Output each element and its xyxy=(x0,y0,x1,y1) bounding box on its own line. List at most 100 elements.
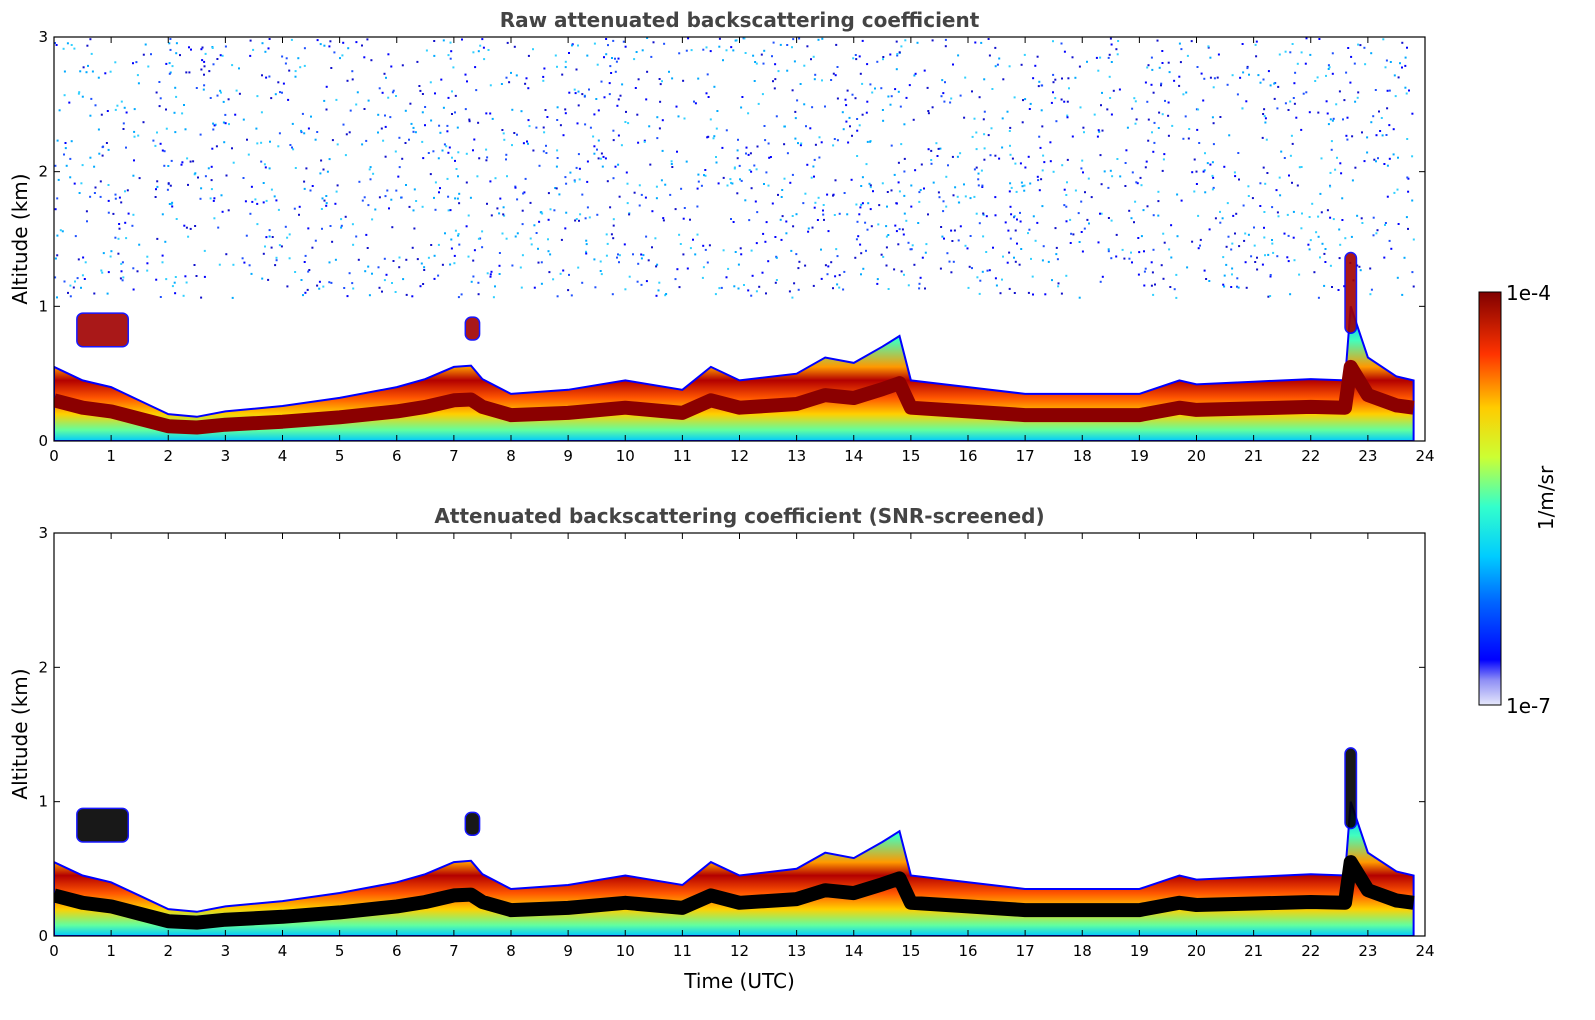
noise-pixel xyxy=(117,237,120,240)
noise-pixel xyxy=(821,79,823,82)
noise-pixel xyxy=(1317,235,1320,238)
noise-pixel xyxy=(1123,257,1126,260)
noise-pixel xyxy=(1330,140,1333,143)
noise-pixel xyxy=(80,182,83,185)
noise-pixel xyxy=(740,179,743,182)
noise-pixel xyxy=(549,253,552,256)
noise-pixel xyxy=(1384,224,1386,226)
noise-pixel xyxy=(622,40,625,43)
noise-pixel xyxy=(585,252,588,255)
noise-pixel xyxy=(847,141,850,144)
noise-pixel xyxy=(54,276,57,279)
noise-pixel xyxy=(454,197,457,200)
noise-pixel xyxy=(446,124,449,127)
noise-pixel xyxy=(651,246,653,249)
noise-pixel xyxy=(345,133,348,136)
noise-pixel xyxy=(485,112,488,115)
noise-pixel xyxy=(107,184,110,186)
noise-pixel xyxy=(1193,190,1196,193)
noise-pixel xyxy=(843,192,846,194)
noise-pixel xyxy=(612,129,615,132)
noise-pixel xyxy=(692,238,694,241)
noise-pixel xyxy=(307,127,310,130)
noise-pixel xyxy=(1278,53,1281,56)
noise-pixel xyxy=(395,95,397,97)
noise-pixel xyxy=(1008,190,1011,193)
noise-pixel xyxy=(1407,227,1409,230)
noise-pixel xyxy=(1041,259,1044,262)
noise-pixel xyxy=(365,233,368,236)
noise-pixel xyxy=(232,161,235,164)
noise-pixel xyxy=(537,261,540,264)
noise-pixel xyxy=(1289,154,1292,157)
noise-pixel xyxy=(1041,205,1044,208)
noise-pixel xyxy=(384,195,387,198)
noise-pixel xyxy=(715,156,717,158)
noise-pixel xyxy=(450,50,453,53)
noise-pixel xyxy=(405,293,408,296)
noise-pixel xyxy=(154,144,157,147)
noise-pixel xyxy=(1245,286,1248,289)
noise-pixel xyxy=(450,238,453,241)
noise-pixel xyxy=(581,193,584,196)
noise-pixel xyxy=(505,158,507,161)
noise-pixel xyxy=(856,155,859,157)
noise-pixel xyxy=(408,205,411,208)
noise-pixel xyxy=(998,157,1001,160)
noise-pixel xyxy=(1052,40,1054,43)
noise-pixel xyxy=(133,130,136,133)
noise-pixel xyxy=(66,42,69,45)
noise-pixel xyxy=(1160,84,1162,87)
noise-pixel xyxy=(122,122,125,125)
noise-pixel xyxy=(184,275,187,278)
noise-pixel xyxy=(608,93,611,96)
noise-pixel xyxy=(596,63,599,66)
noise-pixel xyxy=(225,253,228,256)
noise-pixel xyxy=(1044,293,1047,296)
noise-pixel xyxy=(1361,131,1363,134)
noise-pixel xyxy=(1263,108,1266,111)
noise-pixel xyxy=(1152,91,1155,94)
noise-pixel xyxy=(1378,110,1380,113)
noise-pixel xyxy=(733,285,736,288)
noise-pixel xyxy=(187,183,189,186)
noise-pixel xyxy=(902,233,905,236)
noise-pixel xyxy=(1157,190,1160,193)
noise-pixel xyxy=(564,66,567,69)
noise-pixel xyxy=(429,81,432,84)
noise-pixel xyxy=(971,267,973,270)
noise-pixel xyxy=(835,248,838,251)
noise-pixel xyxy=(334,202,337,205)
noise-pixel xyxy=(1182,93,1185,96)
noise-pixel xyxy=(464,73,467,76)
noise-pixel xyxy=(461,38,463,41)
noise-pixel xyxy=(342,123,345,126)
noise-pixel xyxy=(243,261,246,264)
noise-pixel xyxy=(656,263,659,266)
noise-pixel xyxy=(541,212,544,215)
noise-pixel xyxy=(1107,250,1110,253)
noise-pixel xyxy=(303,132,306,135)
noise-pixel xyxy=(866,63,869,66)
noise-pixel xyxy=(774,78,777,81)
noise-pixel xyxy=(346,295,349,298)
noise-pixel xyxy=(1103,170,1106,173)
noise-pixel xyxy=(1131,171,1134,174)
noise-pixel xyxy=(911,244,914,247)
noise-pixel xyxy=(221,210,224,213)
noise-pixel xyxy=(750,294,753,297)
noise-pixel xyxy=(683,117,686,120)
noise-pixel xyxy=(1298,273,1301,276)
noise-pixel xyxy=(866,140,869,143)
noise-pixel xyxy=(165,62,168,65)
noise-pixel xyxy=(57,178,60,181)
colorbar-max-label: 1e-4 xyxy=(1506,281,1551,305)
noise-pixel xyxy=(356,91,359,94)
noise-pixel xyxy=(212,63,215,66)
noise-pixel xyxy=(851,93,854,96)
noise-pixel xyxy=(988,54,991,57)
noise-pixel xyxy=(1057,282,1060,285)
noise-pixel xyxy=(339,57,341,60)
noise-pixel xyxy=(791,215,794,217)
noise-pixel xyxy=(1255,55,1258,58)
